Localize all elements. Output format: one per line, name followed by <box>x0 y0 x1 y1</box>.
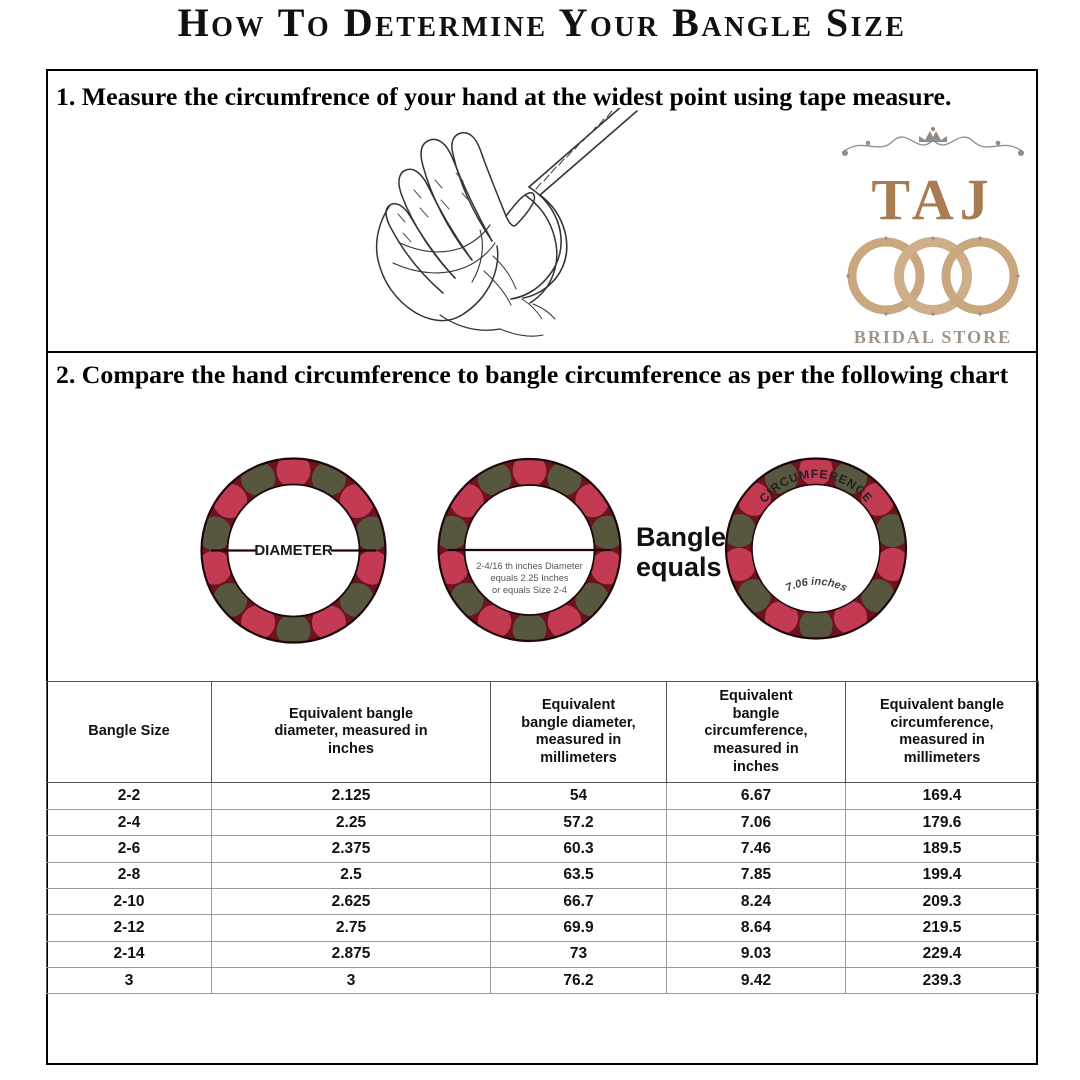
svg-text:✦: ✦ <box>883 234 890 243</box>
svg-text:✦: ✦ <box>845 272 852 281</box>
svg-text:✦: ✦ <box>1015 272 1022 281</box>
svg-text:✦: ✦ <box>977 310 984 319</box>
svg-text:or equals Size 2-4: or equals Size 2-4 <box>492 585 567 595</box>
svg-text:✦: ✦ <box>930 310 937 319</box>
svg-text:2-4/16 th inches Diameter: 2-4/16 th inches Diameter <box>476 561 582 571</box>
svg-text:DIAMETER: DIAMETER <box>254 542 333 559</box>
svg-text:equals 2.25 Inches: equals 2.25 Inches <box>490 573 568 583</box>
svg-text:✦: ✦ <box>930 234 937 243</box>
svg-text:✦: ✦ <box>883 310 890 319</box>
svg-text:✦: ✦ <box>977 234 984 243</box>
